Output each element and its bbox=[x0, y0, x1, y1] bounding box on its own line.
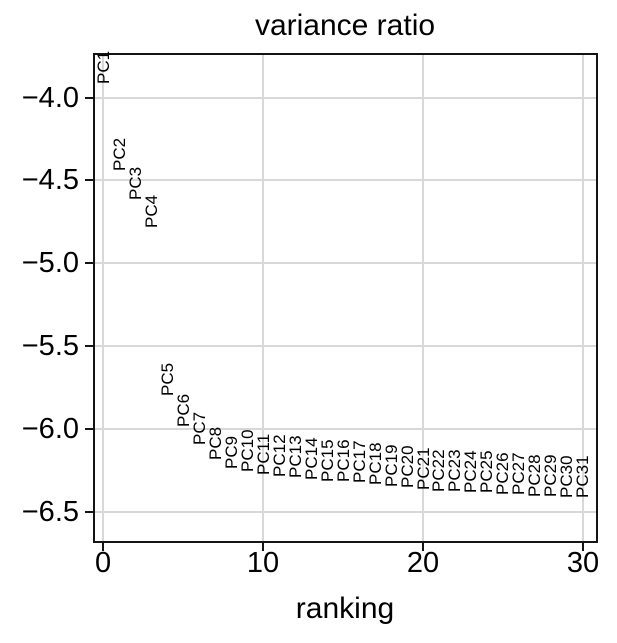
gridline-x bbox=[581, 55, 584, 541]
pc-point-label: PC31 bbox=[573, 455, 593, 499]
gridline-y bbox=[95, 179, 596, 182]
plot-area bbox=[93, 53, 598, 543]
gridline-y bbox=[95, 96, 596, 99]
y-tick-label: −6.0 bbox=[21, 412, 79, 445]
y-tick bbox=[85, 510, 93, 513]
pc-point-label: PC5 bbox=[157, 362, 177, 396]
chart-title: variance ratio bbox=[254, 9, 436, 42]
gridline-x bbox=[262, 55, 265, 541]
pc-point-label: PC15 bbox=[317, 439, 337, 482]
x-tick-label: 10 bbox=[246, 547, 280, 579]
pc-point-label: PC16 bbox=[333, 439, 353, 482]
x-tick bbox=[581, 543, 584, 551]
y-tick-label: −5.5 bbox=[21, 330, 79, 362]
pc-point-label: PC4 bbox=[141, 195, 161, 229]
y-tick-label: −6.5 bbox=[21, 495, 79, 528]
y-tick-label: −4.5 bbox=[21, 164, 79, 197]
y-tick-label: −4.0 bbox=[21, 81, 79, 114]
x-tick bbox=[422, 543, 424, 551]
x-tick-label: 20 bbox=[406, 547, 440, 579]
pc-point-label: PC10 bbox=[237, 429, 257, 472]
pc-point-label: PC20 bbox=[397, 445, 417, 489]
x-tick bbox=[262, 543, 265, 551]
gridline-x bbox=[422, 55, 424, 541]
y-tick bbox=[85, 262, 93, 265]
y-tick bbox=[85, 96, 93, 99]
y-tick bbox=[85, 345, 93, 347]
pc-point-label: PC1 bbox=[93, 51, 113, 85]
gridline-x bbox=[102, 55, 105, 541]
pc-point-label: PC19 bbox=[381, 444, 401, 487]
gridline-y bbox=[95, 510, 596, 513]
pc-point-label: PC13 bbox=[285, 435, 305, 479]
pc-point-label: PC14 bbox=[301, 437, 321, 481]
y-tick bbox=[85, 179, 93, 182]
gridline-y bbox=[95, 427, 596, 430]
pc-point-label: PC8 bbox=[205, 427, 225, 461]
pc-point-label: PC7 bbox=[189, 412, 209, 446]
pc-point-label: PC18 bbox=[365, 442, 385, 486]
pc-point-label: PC11 bbox=[253, 433, 273, 476]
y-tick-label: −5.0 bbox=[21, 247, 79, 280]
x-axis-label: ranking bbox=[295, 592, 395, 625]
x-tick bbox=[102, 543, 105, 551]
pc-point-label: PC12 bbox=[269, 434, 289, 477]
pc-point-label: PC2 bbox=[109, 137, 129, 171]
y-tick bbox=[85, 427, 93, 430]
gridline-y bbox=[95, 262, 596, 265]
x-tick-label: 30 bbox=[566, 547, 600, 579]
gridline-y bbox=[95, 345, 596, 347]
pc-point-label: PC17 bbox=[349, 440, 369, 484]
pc-point-label: PC3 bbox=[125, 167, 145, 201]
pc-point-label: PC6 bbox=[173, 394, 193, 428]
x-tick-label: 0 bbox=[94, 547, 112, 579]
pc-point-label: PC9 bbox=[221, 435, 241, 469]
